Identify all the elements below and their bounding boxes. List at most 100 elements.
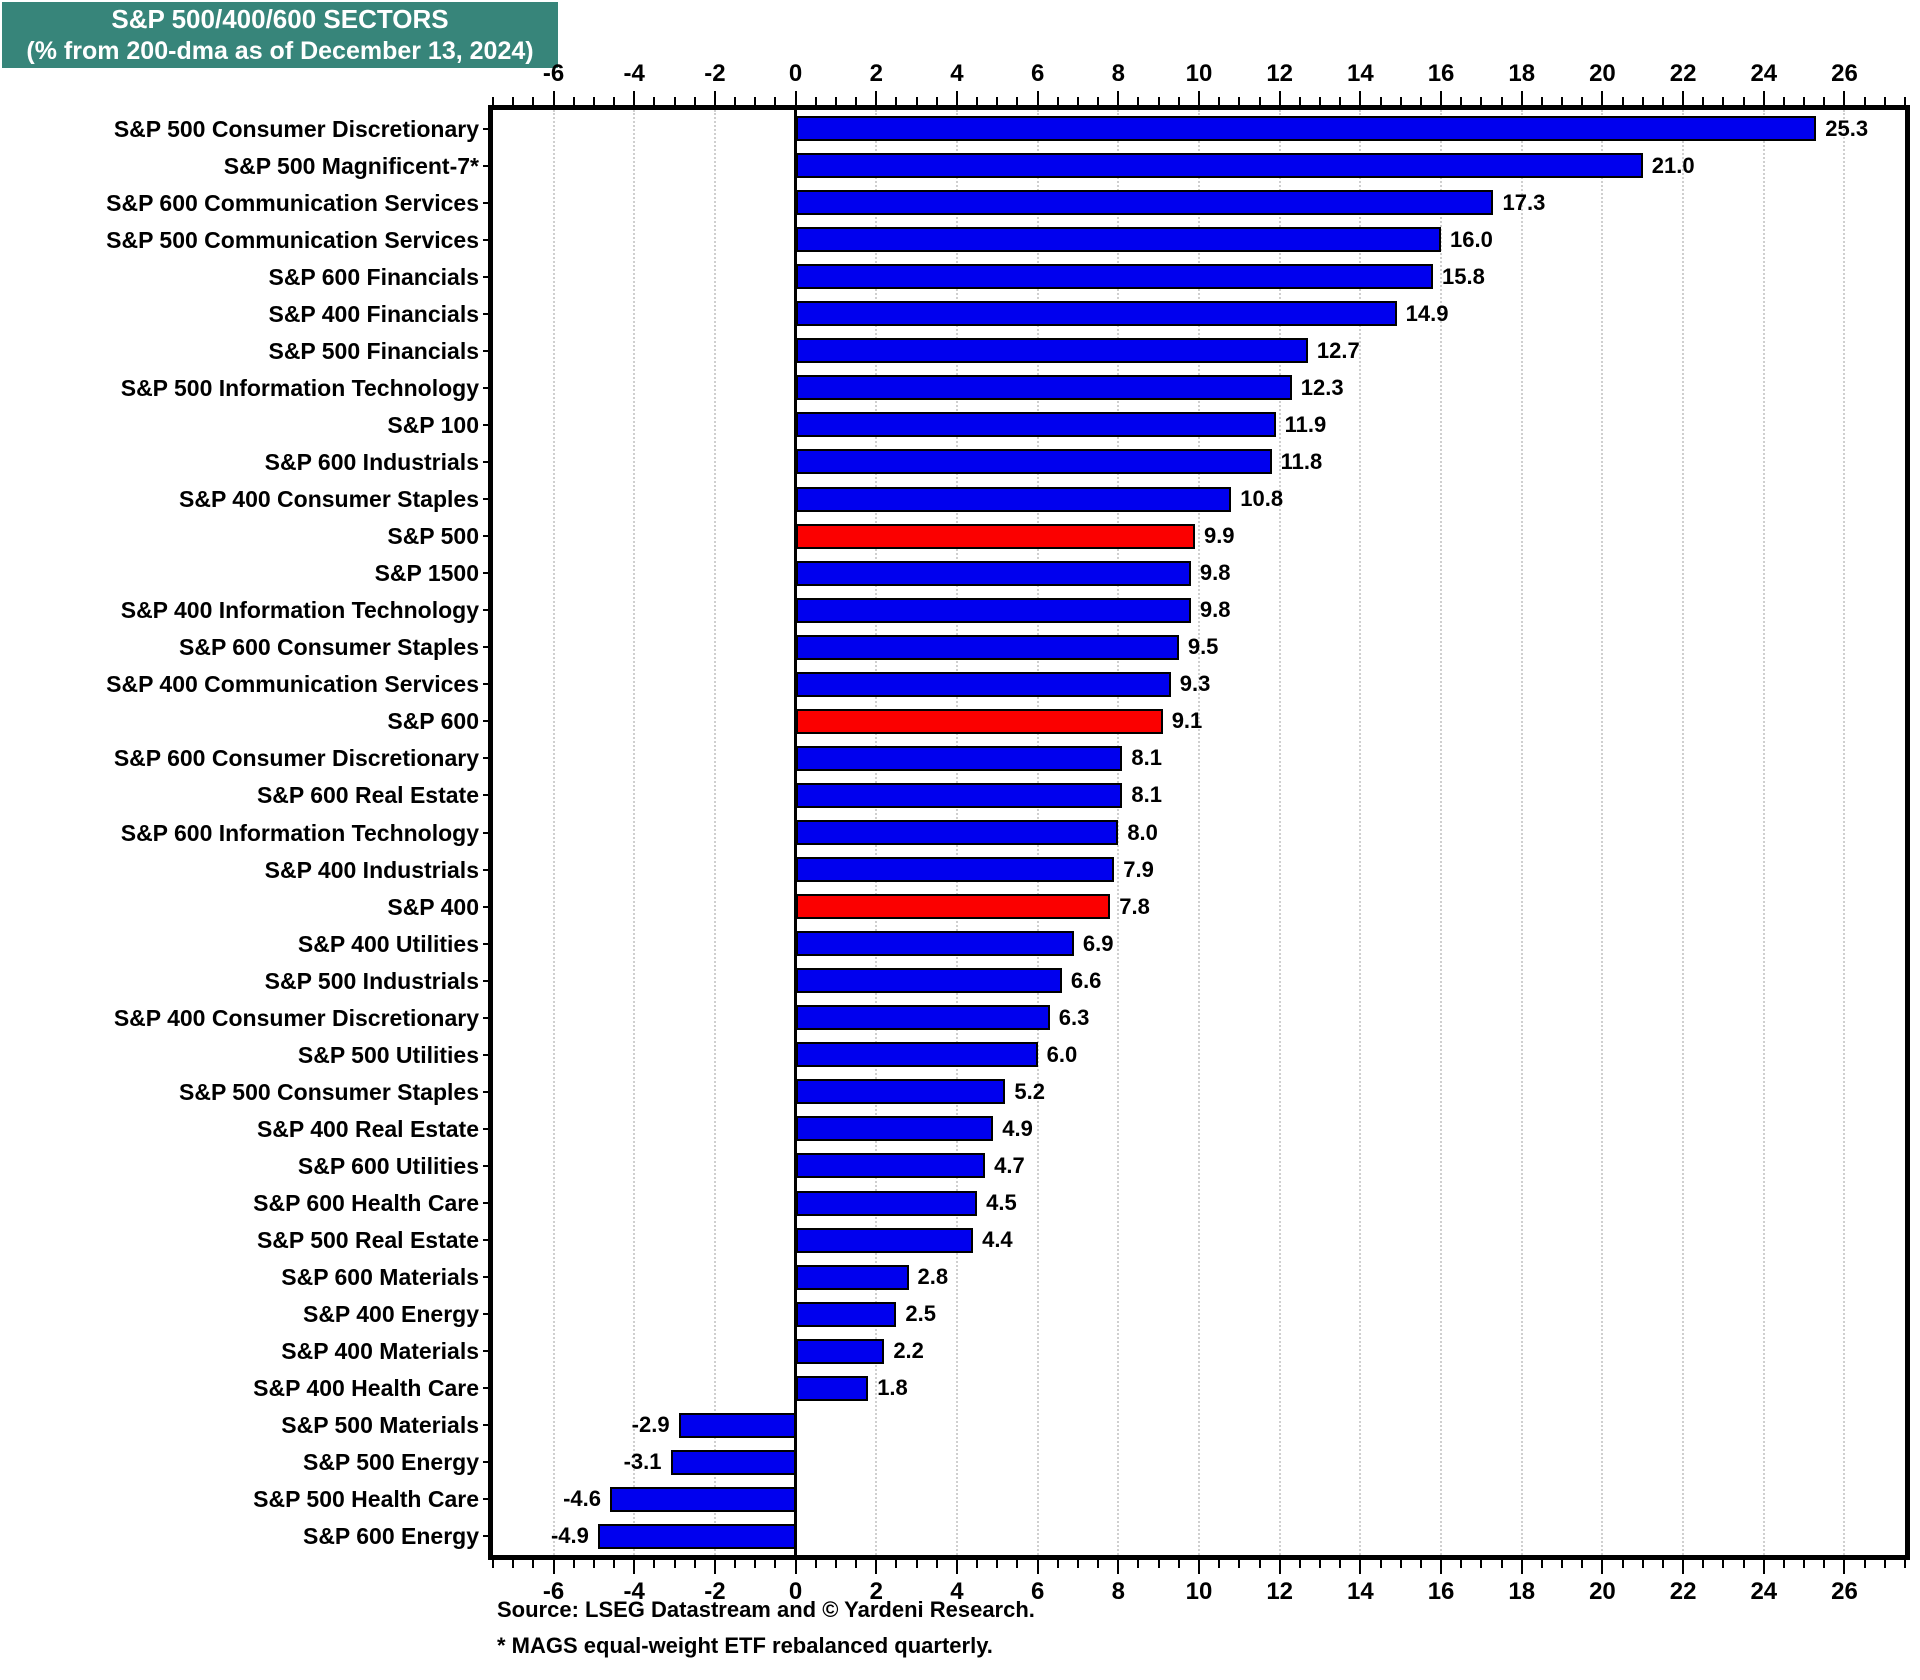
axis-minor-tick-bottom [855,1560,858,1568]
axis-minor-tick-bottom [915,1560,918,1568]
axis-minor-tick-bottom [693,1560,696,1568]
axis-minor-tick-top [1561,97,1564,105]
category-label: S&P 600 Real Estate [256,782,479,809]
axis-tick-top [633,91,636,105]
axis-minor-tick-bottom [1298,1560,1301,1568]
axis-minor-tick-bottom [814,1560,817,1568]
value-label: 9.3 [1179,671,1211,697]
axis-tick-label-top: 14 [1347,60,1374,87]
axis-tick-bottom [955,1560,958,1574]
value-label: 8.1 [1131,745,1162,771]
chart-footer: Source: LSEG Datastream and © Yardeni Re… [497,1592,1035,1664]
category-labels: S&P 500 Consumer Discretionary S&P 500 Ma… [0,110,479,1555]
axis-minor-tick-top [1641,97,1644,105]
axis-minor-tick-bottom [653,1560,656,1568]
category-label: S&P 400 Real Estate [256,1115,479,1142]
axis-tick-label-bottom: 18 [1508,1578,1536,1605]
axis-minor-tick-top [1883,97,1886,105]
axis-minor-tick-top [1238,97,1241,105]
value-label: -4.9 [550,1523,589,1549]
axis-minor-tick-bottom [834,1560,837,1568]
axis-minor-tick-top [1621,97,1624,105]
axis-minor-tick-top [1399,97,1402,105]
chart-title: S&P 500/400/600 SECTORS (% from 200-dma … [2,2,558,68]
axis-minor-tick-bottom [1641,1560,1644,1568]
bar [795,931,1074,957]
axis-tick-top [1520,91,1523,105]
axis-tick-top [713,91,716,105]
bar [795,153,1643,179]
axis-minor-tick-top [1500,97,1503,105]
axis-minor-tick-top [1803,97,1806,105]
axis-minor-tick-top [1782,97,1785,105]
category-label: S&P 400 Utilities [297,930,479,957]
category-label: S&P 600 Financials [268,263,479,290]
axis-minor-tick-bottom [935,1560,938,1568]
axis-tick-top [1440,91,1443,105]
axis-tick-bottom [875,1560,878,1574]
axis-minor-tick-top [734,97,737,105]
category-label: S&P 400 Financials [268,300,479,327]
value-label: 4.9 [1002,1115,1033,1141]
axis-minor-tick-top [1722,97,1725,105]
axis-tick-bottom [1682,1560,1685,1574]
category-label: S&P 600 [387,708,479,735]
axis-minor-tick-top [814,97,817,105]
bar [795,338,1308,364]
axis-minor-tick-top [1742,97,1745,105]
axis-tick-label-top: -4 [623,60,645,87]
bar [795,412,1276,438]
axis-tick-bottom [713,1560,716,1574]
bar [795,1005,1050,1031]
axis-minor-tick-bottom [1177,1560,1180,1568]
category-label: S&P 500 Communication Services [106,226,479,253]
axis-tick-top [1682,91,1685,105]
axis-minor-tick-top [1177,97,1180,105]
axis-minor-tick-top [673,97,676,105]
axis-tick-bottom [1198,1560,1200,1574]
bar [795,1079,1006,1105]
axis-minor-tick-bottom [673,1560,676,1568]
category-label: S&P 500 Financials [268,337,479,364]
axis-minor-tick-top [834,97,837,105]
axis-tick-top [955,91,958,105]
category-label: S&P 600 Consumer Discretionary [113,745,479,772]
axis-minor-tick-top [1258,97,1261,105]
bar [795,1338,885,1364]
axis-minor-tick-top [532,97,535,105]
axis-minor-tick-top [492,97,494,105]
axis-minor-tick-bottom [1076,1560,1079,1568]
axis-minor-tick-top [1097,97,1100,105]
axis-minor-tick-bottom [1419,1560,1422,1568]
axis-tick-label-bottom: 24 [1750,1578,1778,1605]
axis-tick-bottom [1036,1560,1039,1574]
axis-minor-tick-bottom [1823,1560,1826,1568]
axis-minor-tick-top [1056,97,1059,105]
axis-minor-tick-bottom [895,1560,898,1568]
bar [795,1042,1038,1068]
axis-minor-tick-bottom [1258,1560,1261,1568]
grid-line [1278,110,1281,1555]
chart-title-line1: S&P 500/400/600 SECTORS [111,4,449,35]
value-label: 9.1 [1171,708,1203,734]
axis-minor-tick-bottom [613,1560,616,1568]
chart-title-line2: (% from 200-dma as of December 13, 2024) [26,36,534,65]
grid-line [552,110,555,1555]
axis-minor-tick-bottom [1904,1560,1906,1568]
axis-tick-bottom [1520,1560,1523,1574]
bar [795,1375,869,1401]
axis-minor-tick-top [1218,97,1221,105]
value-label: 2.5 [905,1301,937,1327]
grid-line [1198,110,1200,1555]
value-label: 10.8 [1240,486,1284,512]
value-label: 12.7 [1316,337,1360,363]
axis-tick-label-bottom: 12 [1266,1578,1294,1605]
category-label: S&P 500 Health Care [253,1486,479,1513]
bar [795,634,1179,660]
axis-minor-tick-bottom [1480,1560,1483,1568]
axis-minor-tick-top [996,97,999,105]
category-label: S&P 600 Information Technology [120,819,479,846]
axis-minor-tick-top [693,97,696,105]
category-label: S&P 400 Energy [302,1301,479,1328]
value-label: 6.3 [1058,1004,1090,1030]
